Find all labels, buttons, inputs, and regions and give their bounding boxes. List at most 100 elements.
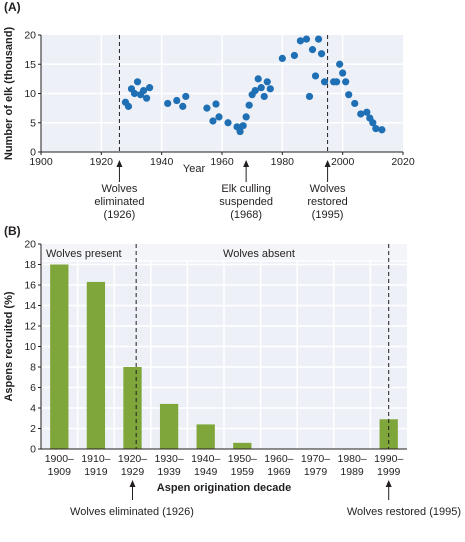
y-tick-label: 12 xyxy=(24,321,36,333)
data-point xyxy=(378,126,386,134)
x-tick-label: 1959 xyxy=(231,466,255,478)
annotation-label: suspended xyxy=(219,196,273,208)
data-point xyxy=(308,46,317,54)
region-label-wolves-absent: Wolves absent xyxy=(223,248,295,260)
data-point xyxy=(245,101,253,109)
data-point xyxy=(311,72,320,80)
data-point xyxy=(336,60,344,68)
x-tick-label: 1940– xyxy=(191,453,220,465)
data-point xyxy=(263,78,271,86)
data-point xyxy=(369,119,377,127)
annotation-arrowhead xyxy=(116,160,123,167)
y-tick-label: 14 xyxy=(24,300,36,312)
data-point xyxy=(345,91,353,99)
annotation-label: restored xyxy=(307,196,347,208)
data-point xyxy=(224,119,232,127)
bar xyxy=(159,403,179,449)
y-axis-label: Number of elk (thousand) xyxy=(3,27,15,161)
data-point xyxy=(251,86,259,95)
y-tick-label: 2 xyxy=(30,423,36,435)
x-tick-label: 2000 xyxy=(331,156,355,168)
annotation-arrowhead xyxy=(324,160,331,167)
data-point xyxy=(215,113,223,121)
data-point xyxy=(363,108,371,116)
annotation-arrowhead xyxy=(243,160,250,167)
data-point xyxy=(257,84,265,92)
data-point xyxy=(314,35,323,43)
y-tick-label: 6 xyxy=(30,382,36,394)
data-point xyxy=(342,78,350,86)
data-point xyxy=(242,113,250,121)
y-tick-label: 10 xyxy=(24,88,36,100)
region-label-wolves-present: Wolves present xyxy=(46,248,122,260)
data-point xyxy=(124,102,133,110)
data-point xyxy=(302,35,311,43)
data-point xyxy=(254,75,262,83)
aspen-bar-chart: 0 2 4 6 8 10 12 14 16 18 20 1900–1909 1910–1919 1920–… xyxy=(3,239,461,519)
x-tick-label: 1999 xyxy=(377,466,401,478)
bar xyxy=(196,424,215,449)
bar xyxy=(123,367,142,449)
x-tick-label: 1980 xyxy=(271,156,295,168)
x-tick-label: 1920– xyxy=(118,453,147,465)
annotation-label: Elk culling xyxy=(221,183,271,195)
x-axis-label: Year xyxy=(183,163,206,175)
data-point xyxy=(146,84,154,92)
annotation-label: Wolves xyxy=(101,183,137,195)
data-point xyxy=(278,54,286,63)
y-tick-label: 15 xyxy=(24,59,36,71)
data-point xyxy=(209,117,217,125)
y-tick-label: 8 xyxy=(30,362,36,374)
data-point xyxy=(317,50,326,58)
x-tick-label: 1970– xyxy=(301,453,330,465)
x-tick-label: 2020 xyxy=(391,156,415,168)
data-point xyxy=(260,92,268,101)
y-axis-label: Aspens recruited (%) xyxy=(3,291,15,401)
y-tick-label: 5 xyxy=(30,117,36,129)
y-tick-label: 20 xyxy=(24,30,36,42)
y-tick-label: 16 xyxy=(24,280,36,292)
x-tick-label: 1919 xyxy=(84,466,108,478)
data-point xyxy=(290,51,298,60)
x-tick-label: 1939 xyxy=(157,466,181,478)
annotation-label: Wolves restored (1995) xyxy=(347,506,461,518)
annotation-label: eliminated xyxy=(94,196,144,208)
panel-b-label: (B) xyxy=(4,224,21,238)
annotation-label: Wolves xyxy=(310,183,346,195)
data-point xyxy=(357,110,365,118)
data-point xyxy=(142,94,151,102)
data-point xyxy=(139,86,148,95)
annotation-label: Wolves eliminated (1926) xyxy=(70,506,194,518)
x-tick-label: 1979 xyxy=(304,466,328,478)
annotation-arrowhead xyxy=(385,480,392,487)
x-tick-label: 1920 xyxy=(90,156,114,168)
data-point xyxy=(239,122,247,130)
x-tick-label: 1940 xyxy=(150,156,174,168)
data-point xyxy=(305,92,314,101)
x-tick-label: 1960– xyxy=(264,453,293,465)
y-tick-label: 4 xyxy=(30,403,36,415)
x-tick-label: 1980– xyxy=(337,453,366,465)
x-tick-label: 1930– xyxy=(154,453,183,465)
bar xyxy=(233,442,252,449)
data-point xyxy=(164,99,172,108)
annotation-arrowhead xyxy=(129,480,136,487)
data-point xyxy=(372,125,380,133)
data-point xyxy=(212,100,220,108)
x-tick-label: 1960 xyxy=(210,156,234,168)
x-tick-label: 1949 xyxy=(194,466,218,478)
x-tick-label: 1929 xyxy=(121,466,145,478)
data-point xyxy=(133,78,142,86)
elk-scatter-chart: 1900 1920 1940 1960 1980 2000 2020 0 5 10 15 20 Year… xyxy=(3,27,415,221)
bar xyxy=(86,281,106,449)
y-tick-label: 20 xyxy=(24,239,36,251)
data-point xyxy=(236,127,244,136)
data-point xyxy=(179,102,187,110)
annotation-label: (1926) xyxy=(104,209,136,221)
panel-a-label: (A) xyxy=(4,0,21,14)
x-tick-label: 1969 xyxy=(267,466,291,478)
y-tick-label: 0 xyxy=(30,147,36,159)
x-tick-label: 1900– xyxy=(45,453,74,465)
y-tick-label: 10 xyxy=(24,341,36,353)
